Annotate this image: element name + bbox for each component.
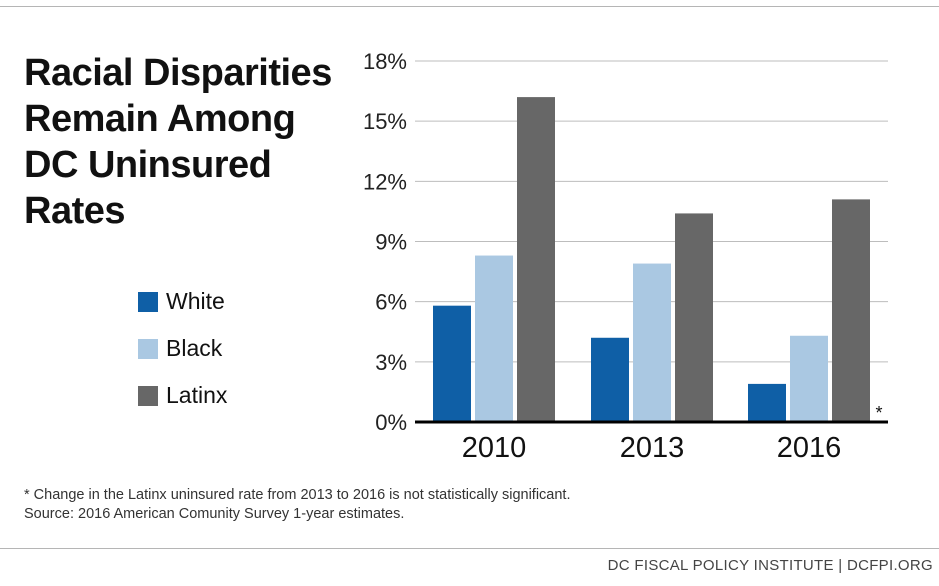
y-tick-label: 6%: [375, 290, 407, 315]
legend-label-latinx: Latinx: [166, 382, 228, 408]
y-tick-label: 18%: [363, 49, 407, 74]
bar-black-2013: [633, 263, 671, 422]
top-rule: [0, 6, 939, 7]
legend-swatch-latinx: [138, 385, 158, 406]
bar-white-2010: [433, 305, 471, 422]
bar-white-2013: [591, 337, 629, 422]
bar-latinx-2013: [675, 213, 713, 422]
legend-item-black: Black: [138, 325, 227, 372]
legend-item-white: White: [138, 278, 227, 325]
legend-swatch-white: [138, 291, 158, 312]
bar-latinx-2010: [517, 97, 555, 422]
x-tick-label: 2013: [620, 432, 685, 464]
credit-text: DC FISCAL POLICY INSTITUTE | DCFPI.ORG: [607, 557, 933, 574]
footnote-text: * Change in the Latinx uninsured rate fr…: [24, 487, 571, 503]
legend: White Black Latinx: [138, 278, 227, 419]
y-tick-label: 12%: [363, 169, 407, 194]
legend-label-white: White: [166, 288, 225, 314]
legend-label-black: Black: [166, 335, 223, 361]
footnote-block: * Change in the Latinx uninsured rate fr…: [24, 486, 570, 524]
bar-white-2016: [748, 383, 786, 422]
chart-title: Racial Disparities Remain Among DC Unins…: [24, 52, 332, 232]
bar-black-2010: [475, 255, 513, 422]
y-tick-label: 9%: [375, 230, 407, 255]
significance-asterisk: *: [875, 403, 882, 423]
legend-swatch-black: [138, 338, 158, 359]
y-tick-label: 0%: [375, 410, 407, 435]
x-tick-label: 2010: [462, 432, 527, 464]
y-tick-label: 3%: [375, 350, 407, 375]
bottom-rule: [0, 548, 939, 549]
bar-latinx-2016: [832, 199, 870, 422]
bar-black-2016: [790, 335, 828, 422]
legend-item-latinx: Latinx: [138, 372, 227, 419]
x-tick-label: 2016: [777, 432, 842, 464]
source-text: Source: 2016 American Comunity Survey 1-…: [24, 506, 405, 522]
y-tick-label: 15%: [363, 109, 407, 134]
